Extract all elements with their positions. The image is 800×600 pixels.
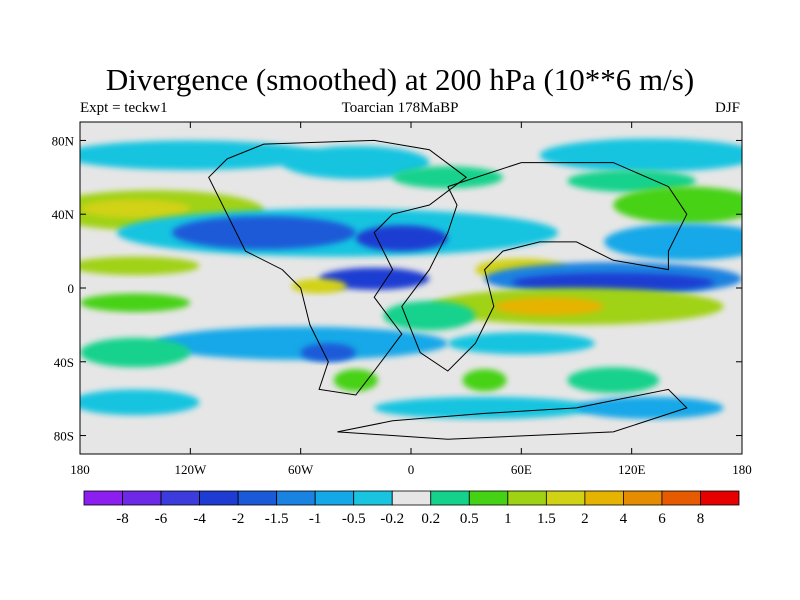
colorbar-swatch (430, 490, 470, 506)
colorbar-swatch (545, 490, 586, 506)
colorbar-label: 2 (581, 511, 589, 527)
field-contour (80, 256, 200, 276)
colorbar-label: -0.5 (342, 511, 366, 527)
colorbar-swatch (199, 490, 239, 506)
divergence-field (80, 138, 742, 419)
colorbar-swatch (507, 490, 547, 506)
field-contour (512, 273, 715, 292)
field-contour (80, 389, 200, 416)
colorbar-swatch (584, 490, 624, 506)
field-contour (355, 225, 448, 252)
x-tick-label: 180 (732, 462, 752, 477)
x-tick-label: 180 (70, 462, 90, 477)
field-contour (392, 166, 503, 189)
coastlines (208, 139, 688, 440)
axis-ticks: 80N 40N 0 40S 80S 180 120W 60W 0 60E 120E 180 (52, 122, 752, 477)
colorbar-label: 0.5 (460, 511, 479, 527)
field-contour (333, 369, 378, 392)
colorbar-label: -0.2 (380, 511, 404, 527)
field-contour (291, 278, 347, 294)
period-label: Toarcian 178MaBP (341, 100, 459, 116)
colorbar-swatch (468, 490, 509, 506)
x-tick-label: 120E (618, 462, 646, 477)
field-contour (604, 223, 742, 261)
colorbar-swatch (276, 490, 316, 506)
coastline (337, 388, 688, 440)
field-contour (300, 343, 356, 362)
plot-title: Divergence (smoothed) at 200 hPa (10**6 … (105, 62, 695, 97)
season-label: DJF (714, 100, 740, 116)
coastline (401, 162, 688, 372)
colorbar-label: -1 (309, 511, 322, 527)
coastline (208, 139, 468, 396)
x-tick-label: 120W (174, 462, 207, 477)
colorbar-label: -8 (116, 511, 129, 527)
colorbar-swatch (122, 490, 162, 506)
field-contour (319, 267, 430, 290)
field-contour (282, 145, 430, 180)
field-contour (80, 293, 191, 312)
field-contour (539, 138, 742, 172)
field-contour (383, 300, 476, 331)
colorbar-swatch (661, 490, 701, 506)
colorbar-swatch (314, 490, 355, 506)
colorbar-label: -6 (155, 511, 168, 527)
colorbar-swatch (353, 490, 393, 506)
y-tick-label: 40S (54, 355, 74, 370)
field-contour (576, 396, 724, 419)
field-contour (80, 140, 320, 170)
colorbar-swatch (700, 490, 740, 506)
colorbar: -8 -6 -4 -2 -1.5 -1 -0.5 -0.2 0.2 0.5 1 1.5 2 4 6 8 (83, 490, 740, 527)
colorbar-label: -2 (232, 511, 245, 527)
y-tick-label: 0 (68, 281, 75, 296)
colorbar-swatch (237, 490, 278, 506)
x-tick-label: 60W (288, 462, 314, 477)
experiment-label: Expt = teckw1 (80, 100, 168, 116)
field-contour (153, 326, 448, 360)
y-tick-label: 80N (52, 133, 75, 148)
colorbar-swatch (83, 490, 123, 506)
colorbar-label: 1 (504, 511, 512, 527)
field-contour (613, 186, 742, 224)
colorbar-label: -1.5 (265, 511, 289, 527)
field-contour (462, 369, 507, 392)
colorbar-label: 0.2 (421, 511, 440, 527)
y-tick-label: 80S (54, 429, 74, 444)
field-contour (567, 169, 697, 193)
colorbar-swatch (391, 490, 432, 506)
colorbar-label: 4 (620, 511, 628, 527)
field-contour (80, 337, 191, 368)
colorbar-label: 1.5 (537, 511, 556, 527)
colorbar-label: 6 (658, 511, 666, 527)
colorbar-label: -4 (193, 511, 206, 527)
colorbar-label: 8 (697, 511, 705, 527)
field-contour (80, 199, 191, 218)
x-tick-label: 60E (511, 462, 532, 477)
colorbar-swatch (623, 490, 663, 506)
field-contour (374, 396, 595, 419)
x-tick-label: 0 (408, 462, 415, 477)
field-contour (493, 297, 605, 316)
field-contour (171, 216, 356, 250)
field-contour (447, 332, 595, 355)
field-contour (567, 367, 660, 394)
colorbar-swatch (160, 490, 200, 506)
y-tick-label: 40N (52, 207, 75, 222)
